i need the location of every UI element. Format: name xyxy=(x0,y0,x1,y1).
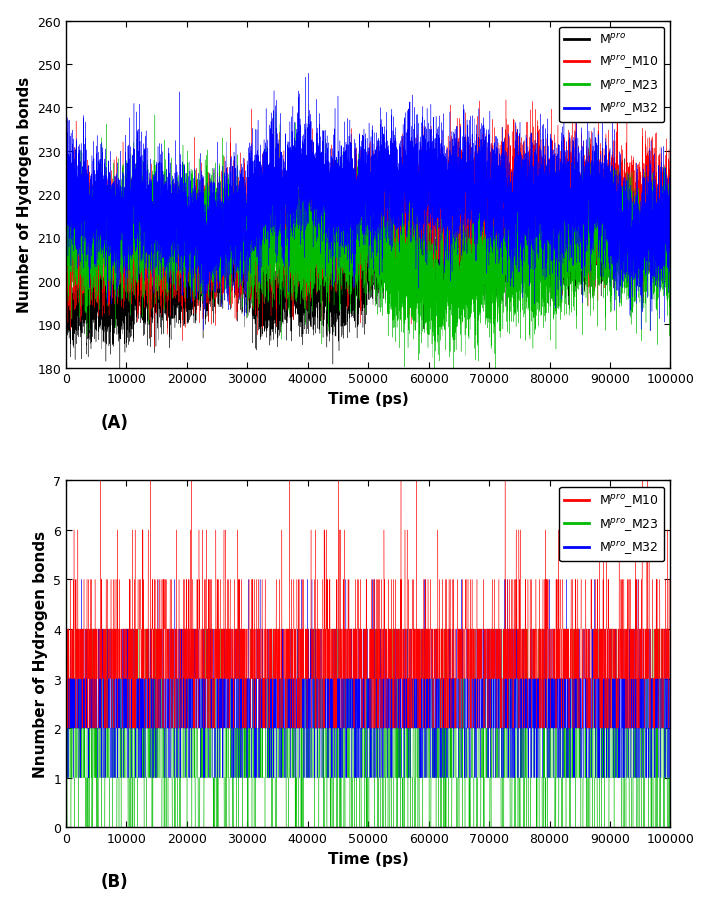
Y-axis label: Nnumber of Hydrogen bonds: Nnumber of Hydrogen bonds xyxy=(33,531,48,777)
X-axis label: Time (ps): Time (ps) xyxy=(328,392,409,406)
Legend: M$^{pro}$_M10, M$^{pro}$_M23, M$^{pro}$_M32: M$^{pro}$_M10, M$^{pro}$_M23, M$^{pro}$_… xyxy=(560,487,664,562)
X-axis label: Time (ps): Time (ps) xyxy=(328,851,409,866)
Text: (A): (A) xyxy=(100,414,128,431)
Y-axis label: Number of Hydrogen bonds: Number of Hydrogen bonds xyxy=(16,77,32,313)
Text: (B): (B) xyxy=(100,872,128,890)
Legend: M$^{pro}$, M$^{pro}$_M10, M$^{pro}$_M23, M$^{pro}$_M32: M$^{pro}$, M$^{pro}$_M10, M$^{pro}$_M23,… xyxy=(560,28,664,124)
